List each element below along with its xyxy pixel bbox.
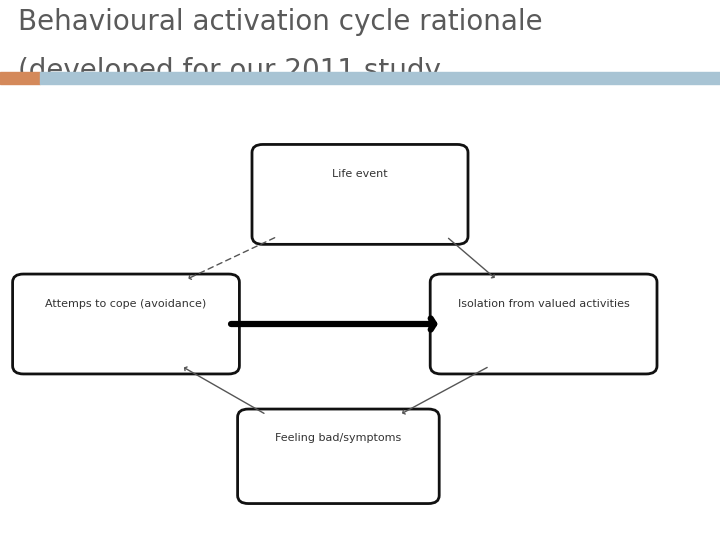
Text: Attemps to cope (avoidance): Attemps to cope (avoidance) [45, 299, 207, 309]
FancyBboxPatch shape [238, 409, 439, 503]
FancyBboxPatch shape [431, 274, 657, 374]
Bar [40, 72, 720, 84]
Text: Life event: Life event [332, 170, 388, 179]
Text: Behavioural activation cycle rationale: Behavioural activation cycle rationale [18, 8, 543, 36]
Text: Isolation from valued activities: Isolation from valued activities [458, 299, 629, 309]
Bar [0, 72, 40, 84]
FancyBboxPatch shape [13, 274, 239, 374]
Text: (developed for our 2011 study: (developed for our 2011 study [18, 57, 441, 85]
Text: Feeling bad/symptoms: Feeling bad/symptoms [275, 433, 402, 443]
FancyBboxPatch shape [252, 145, 468, 244]
